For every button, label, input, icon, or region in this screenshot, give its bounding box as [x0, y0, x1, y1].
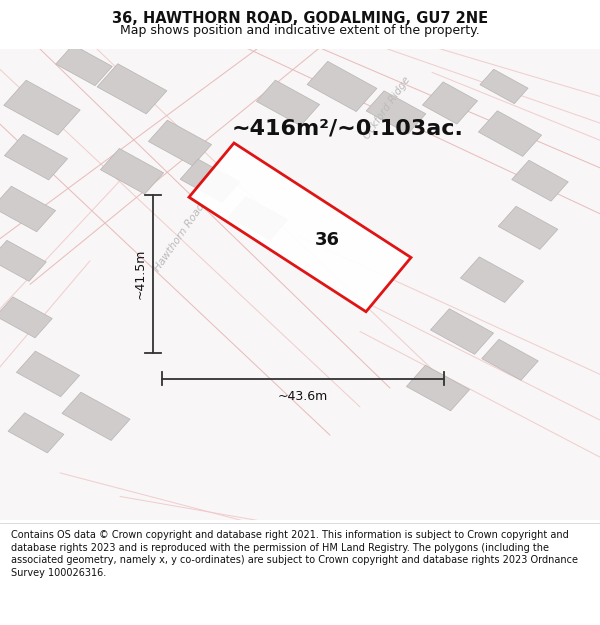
Polygon shape [4, 134, 68, 180]
Text: Contains OS data © Crown copyright and database right 2021. This information is : Contains OS data © Crown copyright and d… [11, 531, 578, 578]
Polygon shape [498, 206, 558, 249]
Polygon shape [8, 412, 64, 453]
Polygon shape [0, 241, 46, 281]
Polygon shape [430, 309, 494, 354]
Polygon shape [256, 80, 320, 126]
Polygon shape [480, 69, 528, 104]
Polygon shape [4, 80, 80, 135]
Polygon shape [482, 339, 538, 380]
Polygon shape [366, 91, 426, 134]
Polygon shape [478, 111, 542, 156]
Polygon shape [56, 45, 112, 86]
Polygon shape [148, 120, 212, 166]
Polygon shape [512, 160, 568, 201]
Polygon shape [228, 197, 288, 240]
Polygon shape [422, 82, 478, 124]
Polygon shape [406, 365, 470, 411]
Text: Ockford Ridge: Ockford Ridge [362, 74, 412, 141]
Text: ~43.6m: ~43.6m [278, 390, 328, 403]
Text: ~41.5m: ~41.5m [133, 249, 146, 299]
Polygon shape [62, 392, 130, 441]
Text: Hawthorn Road: Hawthorn Road [153, 201, 207, 273]
Polygon shape [16, 351, 80, 397]
Polygon shape [189, 143, 411, 312]
Polygon shape [0, 297, 52, 338]
Polygon shape [97, 64, 167, 114]
Polygon shape [180, 159, 240, 202]
Polygon shape [460, 257, 524, 302]
Polygon shape [0, 186, 56, 232]
Text: 36: 36 [314, 231, 340, 249]
Text: 36, HAWTHORN ROAD, GODALMING, GU7 2NE: 36, HAWTHORN ROAD, GODALMING, GU7 2NE [112, 11, 488, 26]
Polygon shape [307, 61, 377, 111]
Text: ~416m²/~0.103ac.: ~416m²/~0.103ac. [232, 119, 464, 139]
Text: Map shows position and indicative extent of the property.: Map shows position and indicative extent… [120, 24, 480, 36]
Polygon shape [100, 149, 164, 194]
